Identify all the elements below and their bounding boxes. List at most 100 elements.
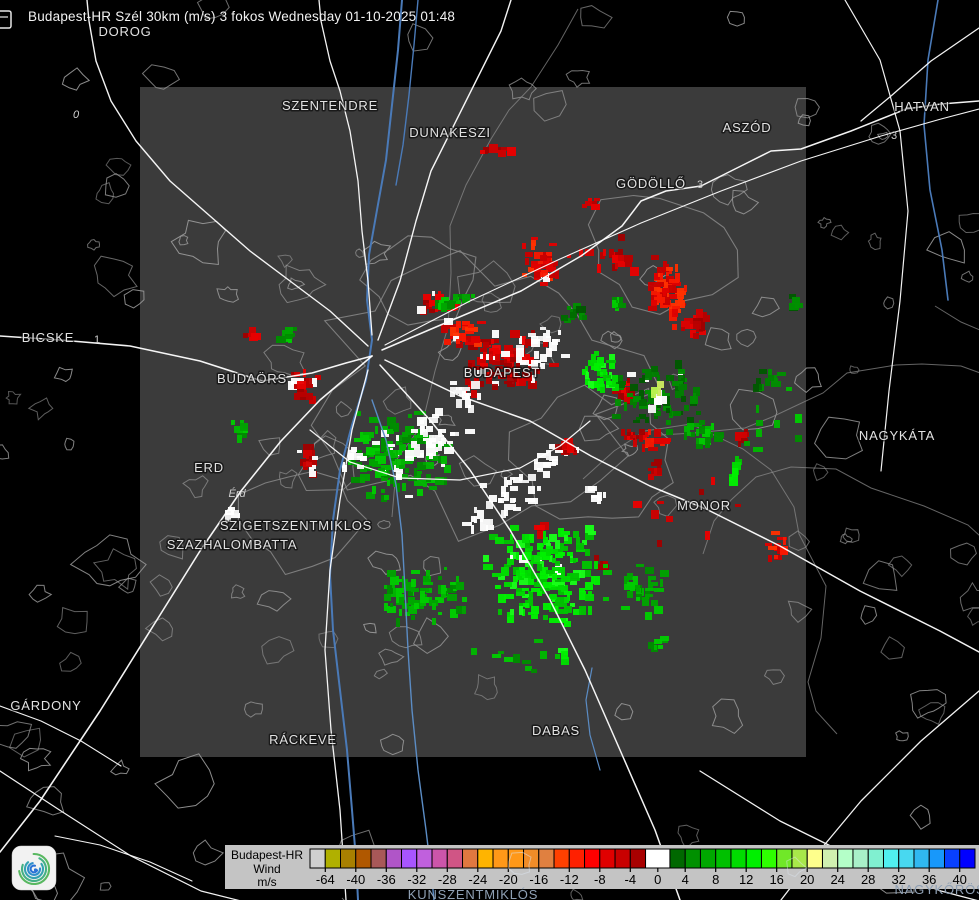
- legend-color-cell: [776, 848, 793, 869]
- radar-echo-cluster: [534, 522, 549, 539]
- radar-echo-cluster: [288, 369, 321, 404]
- legend-color-cell: [684, 848, 701, 869]
- radar-echo-cluster: [561, 303, 587, 323]
- legend-color-cell: [699, 848, 717, 869]
- legend-color-cell: [416, 848, 433, 869]
- legend-color-cell: [385, 848, 403, 869]
- legend-color-cell: [821, 848, 839, 869]
- radar-echo-cluster: [483, 525, 612, 627]
- legend-tick-label: 24: [830, 872, 844, 887]
- road-number-label: 1: [94, 334, 100, 346]
- radar-echo-cluster: [231, 420, 248, 443]
- radar-echo-cluster: [642, 429, 671, 452]
- radar-echo-cluster: [474, 474, 541, 519]
- legend-color-cell: [913, 848, 930, 869]
- legend-color-cell: [791, 848, 808, 869]
- radar-echo-cluster: [789, 294, 803, 311]
- legend-color-cell: [568, 848, 586, 869]
- spiral-logo-center: [33, 868, 38, 872]
- labels-over-legend: KUNSZENTMIKLÓS NAGYKŐRÖS: [408, 851, 979, 900]
- legend-tick-label: -32: [407, 872, 426, 887]
- legend-color-cell: [355, 848, 372, 869]
- legend-tick-label: -8: [594, 872, 606, 887]
- legend-color-cell: [340, 848, 357, 869]
- legend-color-cell: [882, 848, 900, 869]
- legend-tick-label: -4: [625, 872, 637, 887]
- legend-color-cell: [477, 848, 494, 869]
- legend-tick-label: -20: [499, 872, 518, 887]
- spiral-logo-icon: [18, 852, 51, 886]
- legend-color-cell: [462, 848, 479, 869]
- legend-tick-label: 16: [769, 872, 783, 887]
- legend-color-cell: [370, 848, 387, 869]
- legend-tick-label: 32: [891, 872, 905, 887]
- radar-echo-cluster: [582, 351, 619, 393]
- radar-echo-cluster: [735, 429, 749, 447]
- legend-color-cell: [553, 848, 570, 869]
- radar-echo-cluster: [555, 648, 569, 665]
- window-icon: [0, 10, 12, 29]
- radar-echo-cluster: [684, 420, 724, 449]
- city-label: DABAS: [532, 723, 580, 738]
- radar-echo-cluster: [612, 297, 626, 311]
- legend-color-cell: [584, 848, 601, 869]
- radar-echo-cluster: [765, 531, 788, 562]
- radar-echo-cluster: [744, 387, 802, 452]
- legend-color-cell: [431, 848, 448, 869]
- legend-tick-label: -16: [529, 872, 548, 887]
- radar-echo-cluster: [243, 327, 261, 341]
- city-label: RÁCKEVE: [269, 732, 337, 747]
- spiral-logo-icon: [29, 864, 39, 874]
- radar-echo-cluster: [384, 567, 467, 627]
- legend-color-cell: [523, 848, 540, 869]
- legend-color-cell: [898, 848, 915, 869]
- city-label: DOROG: [98, 24, 151, 39]
- legend-tick-label: 20: [800, 872, 814, 887]
- radar-echo-cluster: [651, 381, 664, 398]
- city-label: NAGYKŐRÖS: [895, 882, 979, 897]
- city-label: KUNSZENTMIKLÓS: [408, 887, 538, 900]
- radar-echo-cluster: [342, 447, 367, 472]
- radar-echo-cluster: [450, 381, 481, 413]
- legend-color-cell: [309, 848, 326, 869]
- radar-echo-cluster: [621, 429, 647, 447]
- legend-tick-label: -36: [377, 872, 396, 887]
- city-labels-layer: DOROG SZENTENDRE DUNAKESZI ASZÓD HATVAN GÖDÖL…: [9, 23, 951, 749]
- radar-echo-cluster: [648, 636, 669, 652]
- legend-color-cell: [401, 848, 418, 869]
- radar-echo-cluster: [648, 261, 691, 330]
- radar-echo-cluster: [729, 456, 742, 486]
- radar-echo-cluster: [435, 294, 475, 312]
- spiral-logo-icon: [21, 857, 48, 883]
- road-number-label: 3: [697, 179, 703, 191]
- hungaromet-logo: [11, 845, 57, 891]
- legend-color-cell: [760, 848, 778, 869]
- radar-echo-cluster: [276, 327, 297, 343]
- radar-echo-cluster: [753, 369, 786, 392]
- city-label: BICSKE: [22, 330, 74, 345]
- city-label: SZAZHALOMBATTA: [167, 537, 298, 552]
- legend-color-cell: [492, 848, 509, 869]
- legend-tick-label: -28: [438, 872, 457, 887]
- legend-color-cell: [730, 848, 747, 869]
- city-label: MONOR: [677, 498, 731, 513]
- spiral-logo-icon: [26, 862, 42, 876]
- radar-echo-cluster: [648, 459, 662, 480]
- legend-color-cell: [745, 848, 762, 869]
- legend-tick-label: 12: [739, 872, 753, 887]
- city-label: NAGYKÁTA: [859, 428, 935, 443]
- radar-title: Budapest-HR Szél 30km (m/s) 3 fokos Wedn…: [28, 9, 455, 24]
- road-number-label: 3: [891, 130, 897, 142]
- legend-color-cell: [928, 848, 945, 869]
- legend-tick-label: 36: [922, 872, 936, 887]
- legend-tick-label: 28: [861, 872, 875, 887]
- legend-color-cell: [645, 848, 671, 869]
- radar-echo-cluster: [462, 516, 494, 534]
- city-label: GÖDÖLLŐ: [616, 176, 686, 191]
- radar-echo-cluster: [681, 309, 710, 339]
- city-label: GÁRDONY: [10, 698, 81, 713]
